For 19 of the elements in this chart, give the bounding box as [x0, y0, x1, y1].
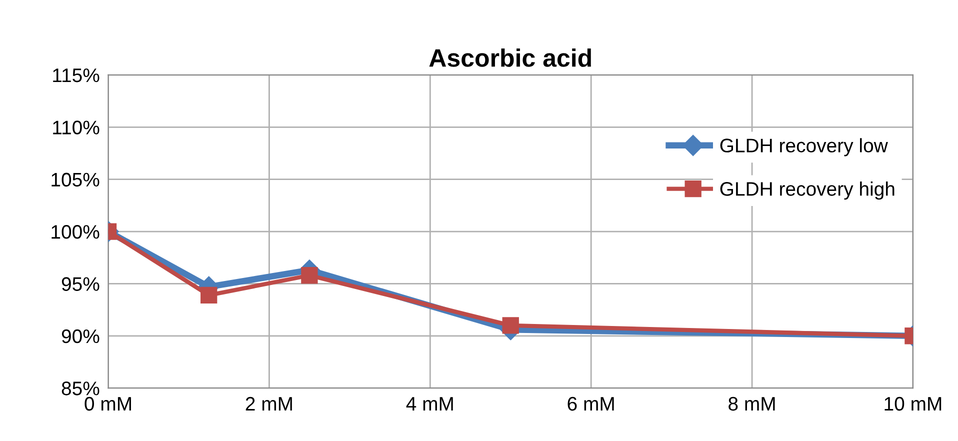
y-tick-label: 90% [62, 329, 100, 344]
x-tick-label: 4 mM [406, 397, 453, 411]
y-tick-label: 110% [53, 120, 100, 134]
legend-label: GLDH recovery low [720, 138, 888, 156]
y-tick-label: 95% [62, 277, 100, 291]
chart-title: Ascorbic acid [429, 48, 591, 67]
x-tick-label: 2 mM [246, 396, 292, 411]
y-tick-label: 100% [52, 224, 100, 239]
y-tick-label: 115% [53, 68, 100, 82]
x-tick-label: 10 mM [884, 396, 942, 411]
x-tick-label: 6 mM [568, 396, 614, 411]
x-tick-label: 0 mM [84, 396, 131, 411]
point [200, 286, 218, 304]
y-tick-label: 85% [62, 382, 100, 396]
y-tick-label: 105% [52, 172, 100, 187]
point [502, 317, 519, 334]
legend-label: GLDH recovery high [720, 182, 894, 200]
x-tick-label: 8 mM [728, 396, 775, 411]
point [301, 267, 318, 284]
